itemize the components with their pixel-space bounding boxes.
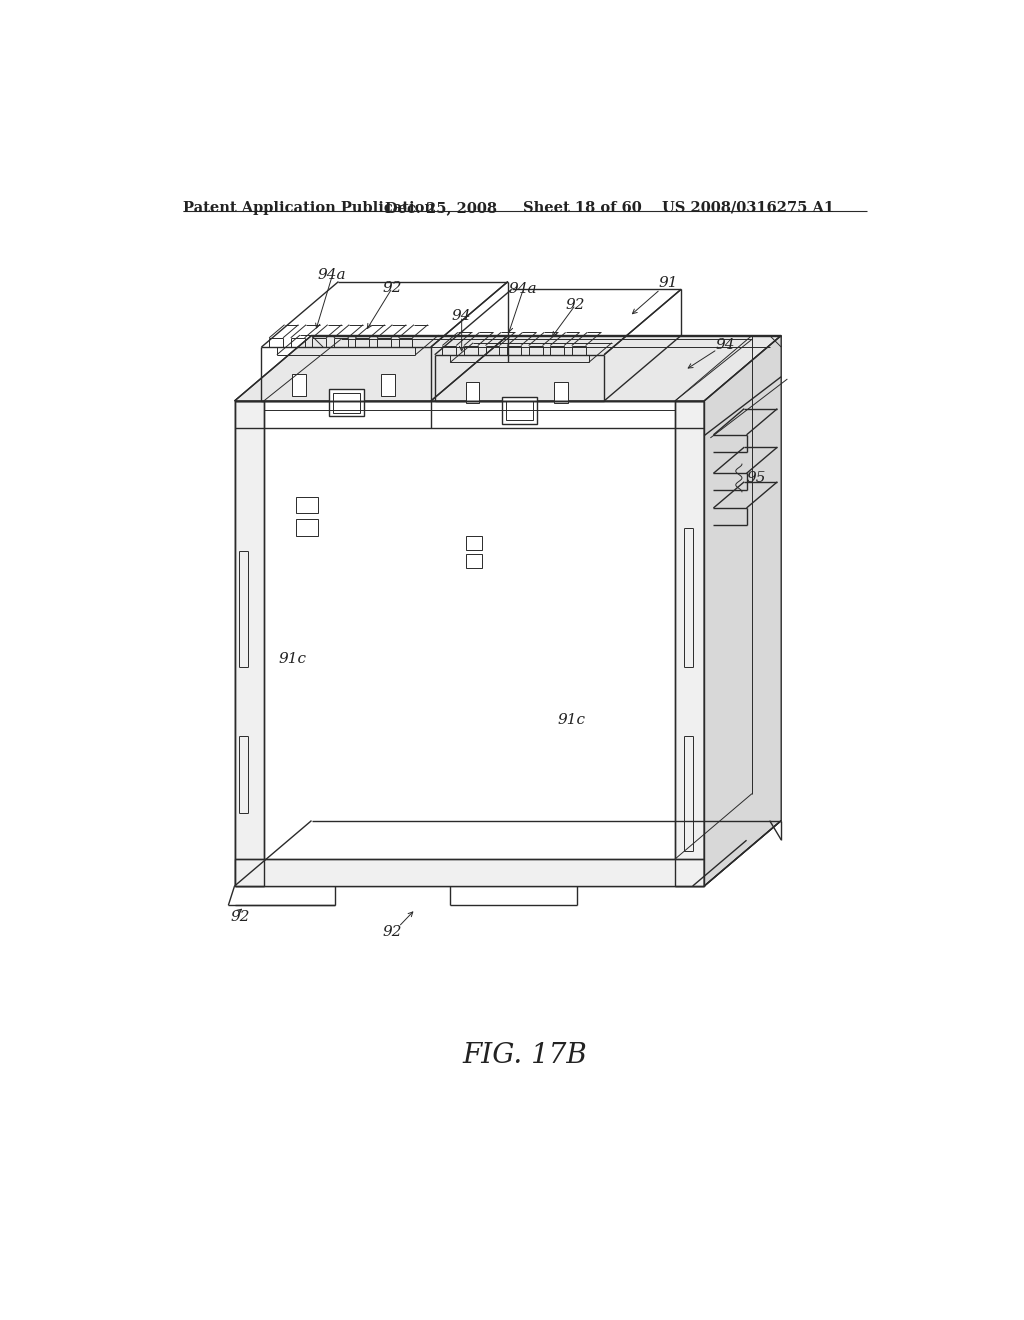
Text: 94a: 94a <box>318 268 346 282</box>
Text: 92: 92 <box>383 281 402 294</box>
Bar <box>234 859 705 886</box>
Text: 91c: 91c <box>558 714 586 727</box>
Bar <box>234 401 264 886</box>
Text: 92: 92 <box>230 909 250 924</box>
Text: 91: 91 <box>658 276 678 290</box>
Text: Patent Application Publication: Patent Application Publication <box>183 201 435 215</box>
Text: FIG. 17B: FIG. 17B <box>463 1041 587 1069</box>
Bar <box>466 554 482 568</box>
Bar <box>675 401 705 886</box>
Text: Dec. 25, 2008: Dec. 25, 2008 <box>385 201 497 215</box>
Bar <box>333 393 360 412</box>
Text: 94: 94 <box>452 309 471 323</box>
Bar <box>292 374 306 396</box>
Bar <box>466 381 479 404</box>
Polygon shape <box>234 401 705 886</box>
Bar <box>330 389 364 416</box>
Bar <box>296 519 317 536</box>
Text: Sheet 18 of 60: Sheet 18 of 60 <box>523 201 642 215</box>
Text: 94: 94 <box>716 338 735 351</box>
Text: 91c: 91c <box>279 652 306 665</box>
Polygon shape <box>234 335 781 401</box>
Bar <box>381 374 394 396</box>
Text: 95: 95 <box>746 471 766 484</box>
Polygon shape <box>705 335 781 886</box>
Bar <box>503 397 538 424</box>
Bar <box>506 401 534 420</box>
Bar <box>554 381 568 404</box>
Bar <box>466 536 482 549</box>
Text: 92: 92 <box>566 298 586 312</box>
Text: 94a: 94a <box>509 282 538 296</box>
Bar <box>296 498 317 512</box>
Text: 92: 92 <box>383 925 402 940</box>
Text: US 2008/0316275 A1: US 2008/0316275 A1 <box>662 201 834 215</box>
